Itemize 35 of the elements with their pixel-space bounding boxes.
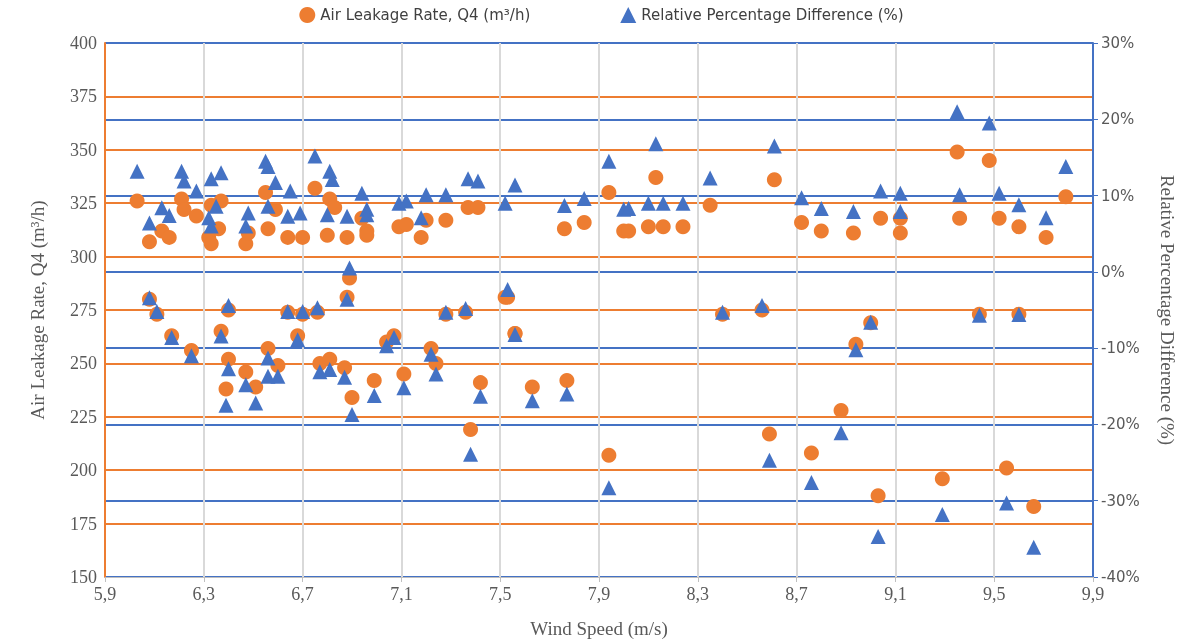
y2-tick-label: 20% bbox=[1101, 110, 1135, 129]
legend-label: Relative Percentage Difference (%) bbox=[641, 6, 904, 24]
y2-tick-label: -10% bbox=[1101, 339, 1140, 358]
y2-axis-title: Relative Percentage Difference (%) bbox=[1156, 174, 1178, 446]
y-tick-label: 375 bbox=[70, 86, 97, 107]
x-tick-label: 7,5 bbox=[488, 584, 512, 604]
x-tick-label: 8,7 bbox=[785, 584, 808, 604]
y-axis-title: Air Leakage Rate, Q4 (m³/h) bbox=[27, 200, 49, 420]
y-tick-label: 325 bbox=[70, 193, 97, 214]
legend-label: Air Leakage Rate, Q4 (m³/h) bbox=[320, 6, 531, 24]
x-tick-label: 9,1 bbox=[884, 584, 907, 604]
x-tick-label: 7,1 bbox=[390, 584, 413, 604]
y-tick-label: 250 bbox=[70, 353, 97, 374]
y2-tick-label: -20% bbox=[1101, 415, 1140, 434]
x-tick-label: 7,9 bbox=[587, 584, 611, 604]
y-tick-label: 225 bbox=[70, 406, 97, 427]
x-tick-label: 6,7 bbox=[291, 584, 314, 604]
y2-tick-label: -30% bbox=[1101, 491, 1140, 510]
y-tick-label: 300 bbox=[70, 246, 97, 267]
x-tick-label: 9,9 bbox=[1081, 584, 1105, 604]
x-axis-title: Wind Speed (m/s) bbox=[530, 618, 668, 640]
y-tick-label: 350 bbox=[70, 139, 97, 160]
y-tick-label: 400 bbox=[70, 33, 97, 53]
y-tick-label: 200 bbox=[70, 460, 97, 481]
y2-tick-label: -40% bbox=[1101, 568, 1140, 586]
x-tick-label: 5,9 bbox=[93, 584, 117, 604]
x-tick-label: 9,5 bbox=[982, 584, 1006, 604]
y-tick-label: 150 bbox=[70, 567, 97, 587]
y2-tick-label: 30% bbox=[1101, 34, 1135, 52]
x-tick-label: 8,3 bbox=[686, 584, 710, 604]
y-tick-label: 175 bbox=[70, 513, 97, 534]
y2-tick-label: 10% bbox=[1101, 186, 1135, 205]
y2-tick-label: 0% bbox=[1101, 262, 1125, 281]
x-tick-label: 6,3 bbox=[192, 584, 216, 604]
y-tick-label: 275 bbox=[70, 300, 97, 320]
